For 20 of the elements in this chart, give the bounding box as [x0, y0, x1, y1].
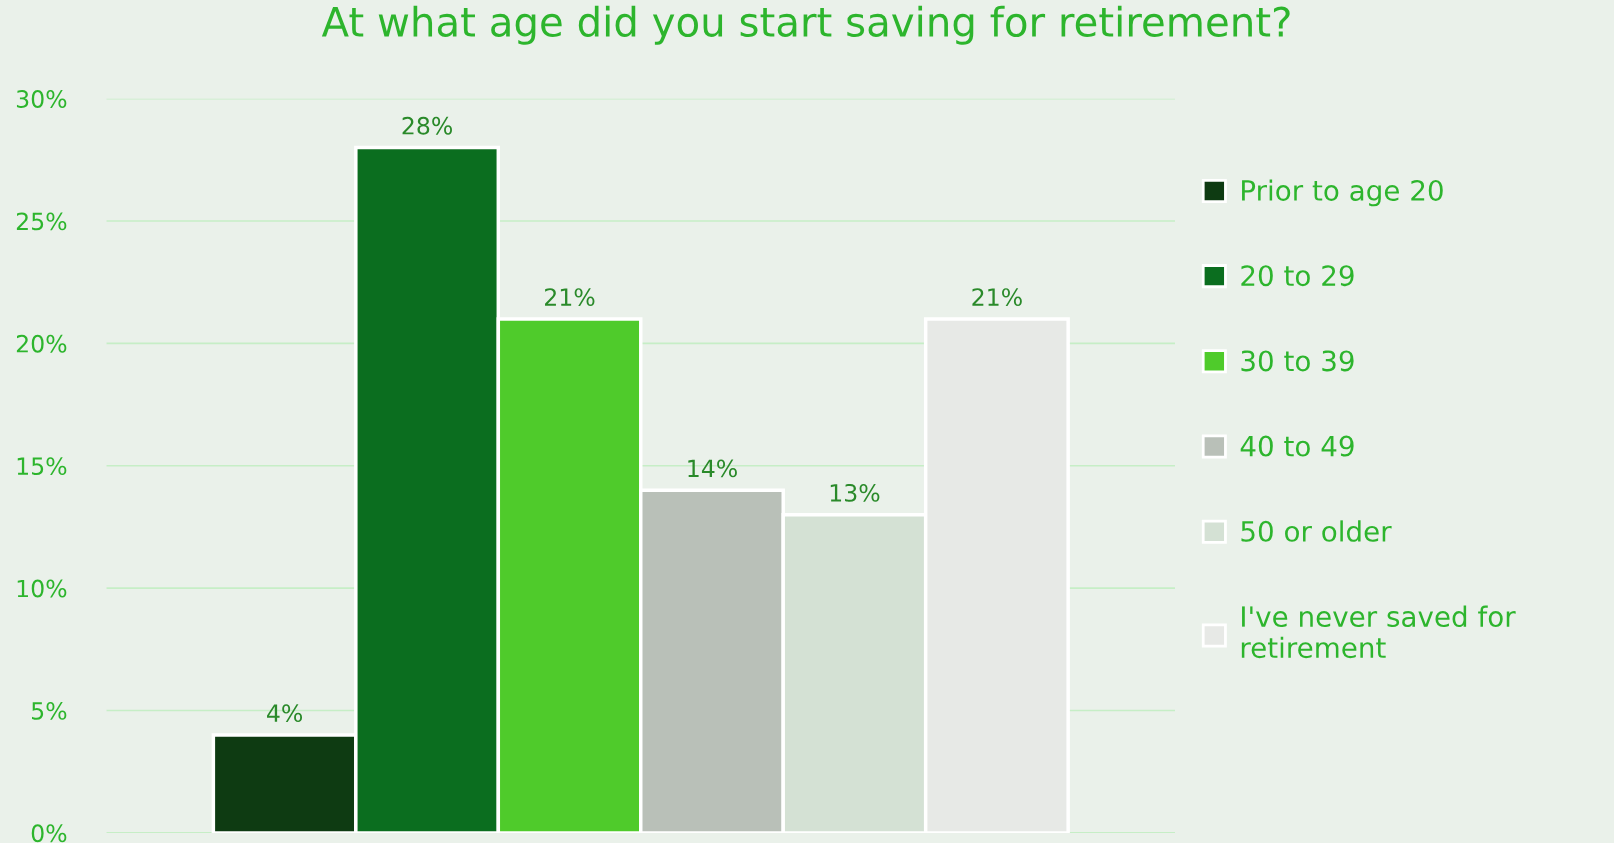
legend-label: I've never saved for retirement — [1241, 605, 1516, 659]
data-label: 28% — [402, 116, 452, 135]
y-tick-label: 10% — [17, 579, 67, 598]
y-tick-label: 30% — [16, 90, 67, 108]
data-label: 13% — [830, 483, 880, 502]
y-tick-label: 15% — [17, 457, 67, 476]
y-tick-label: 5% — [32, 701, 67, 720]
legend-label: Prior to age 20 — [1242, 179, 1443, 207]
y-tick-label: 25% — [16, 212, 67, 231]
legend-label: 30 to 39 — [1241, 350, 1354, 372]
y-tick-label: 0% — [31, 824, 67, 843]
data-label: 21% — [972, 288, 1022, 306]
legend-label: 50 or older — [1241, 520, 1392, 542]
data-label: 21% — [545, 288, 595, 306]
legend-label: 20 to 29 — [1241, 265, 1354, 287]
data-label: 4% — [267, 704, 303, 723]
chart-title: At what age did you start saving for retirement? — [321, 5, 1290, 45]
legend-label: 40 to 49 — [1240, 435, 1354, 457]
y-tick-label: 20% — [16, 334, 67, 353]
data-label: 14% — [688, 459, 737, 478]
